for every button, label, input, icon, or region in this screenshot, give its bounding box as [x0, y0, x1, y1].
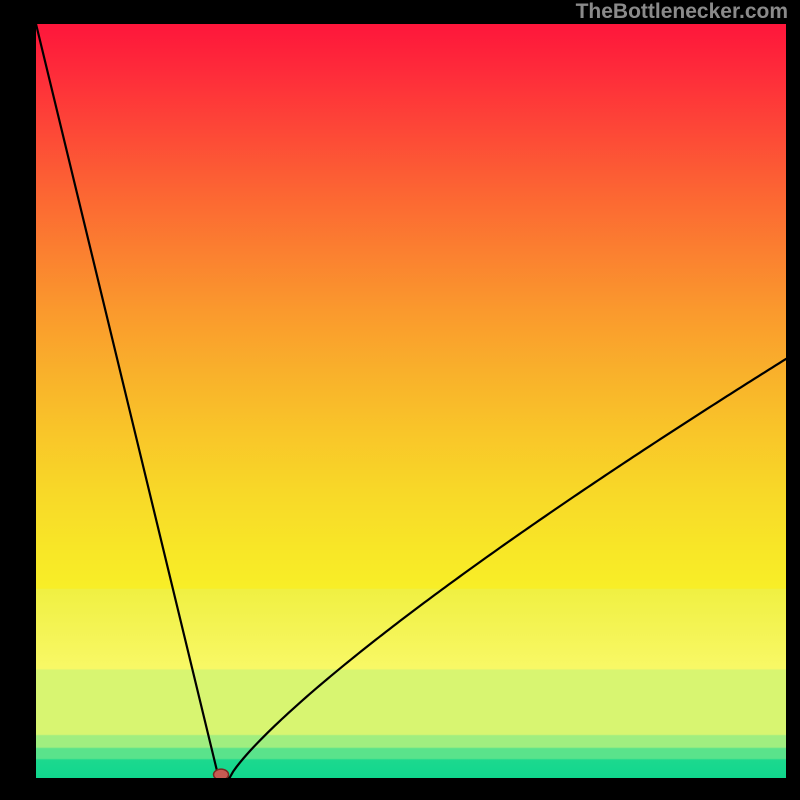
- curve-svg: [36, 24, 786, 778]
- chart-root: { "chart": { "type": "line", "background…: [0, 0, 800, 800]
- watermark-label: TheBottlenecker.com: [576, 0, 788, 24]
- curve-right-branch: [230, 359, 787, 778]
- optimum-marker: [214, 769, 229, 778]
- plot-container: TheBottlenecker.com: [0, 0, 800, 800]
- plot-area: [36, 24, 786, 778]
- curve-left-branch: [36, 24, 218, 775]
